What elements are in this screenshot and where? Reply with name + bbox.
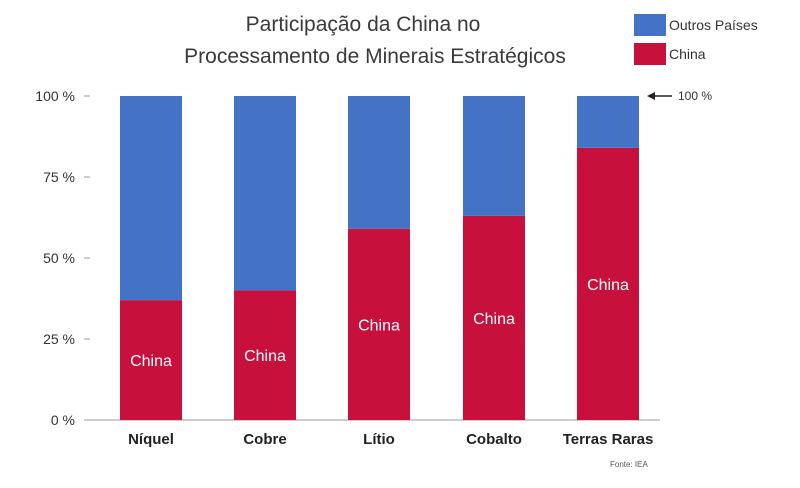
chart-title-line-1: Participação da China no — [246, 13, 481, 36]
y-axis: 0 % 25 % 50 % 75 % 100 % — [35, 88, 90, 428]
x-category-label: Cobalto — [466, 431, 522, 448]
bar-china — [348, 228, 410, 420]
bar-outros — [120, 96, 182, 301]
x-category-label: Cobre — [243, 431, 286, 448]
bar-label-china: China — [358, 317, 400, 334]
legend-swatch-outros — [634, 14, 666, 36]
x-category-label: Níquel — [128, 431, 174, 448]
bars: China China China China China — [120, 96, 639, 420]
y-tick-label: 100 % — [35, 88, 75, 104]
bar-china — [234, 290, 296, 420]
legend: Outros Países China — [634, 14, 758, 65]
chart-title-line-2: Processamento de Minerais Estratégicos — [184, 45, 566, 68]
y-tick-label: 0 % — [51, 412, 75, 428]
annotation-arrowhead — [647, 92, 655, 100]
source-note: Fonte: IEA — [610, 460, 648, 469]
bar-label-china: China — [587, 277, 629, 294]
bar-outros — [348, 96, 410, 229]
legend-swatch-china — [634, 43, 666, 65]
bar-label-china: China — [130, 353, 172, 370]
bar-china — [120, 300, 182, 420]
x-category-label: Lítio — [363, 431, 395, 448]
x-category-label: Terras Raras — [563, 431, 654, 448]
bar-china — [463, 215, 525, 420]
legend-label-china: China — [669, 46, 706, 62]
x-axis: Níquel Cobre Lítio Cobalto Terras Raras — [128, 431, 653, 448]
bar-china — [577, 147, 639, 420]
annotation-text: 100 % — [678, 89, 712, 103]
y-tick-label: 50 % — [43, 250, 75, 266]
y-tick-label: 75 % — [43, 169, 75, 185]
legend-label-outros: Outros Países — [669, 17, 758, 33]
bar-outros — [577, 96, 639, 148]
bar-outros — [234, 96, 296, 291]
bar-label-china: China — [244, 348, 286, 365]
bar-label-china: China — [473, 311, 515, 328]
y-tick-label: 25 % — [43, 331, 75, 347]
bar-outros — [463, 96, 525, 216]
annotation-100: 100 % — [647, 89, 712, 103]
